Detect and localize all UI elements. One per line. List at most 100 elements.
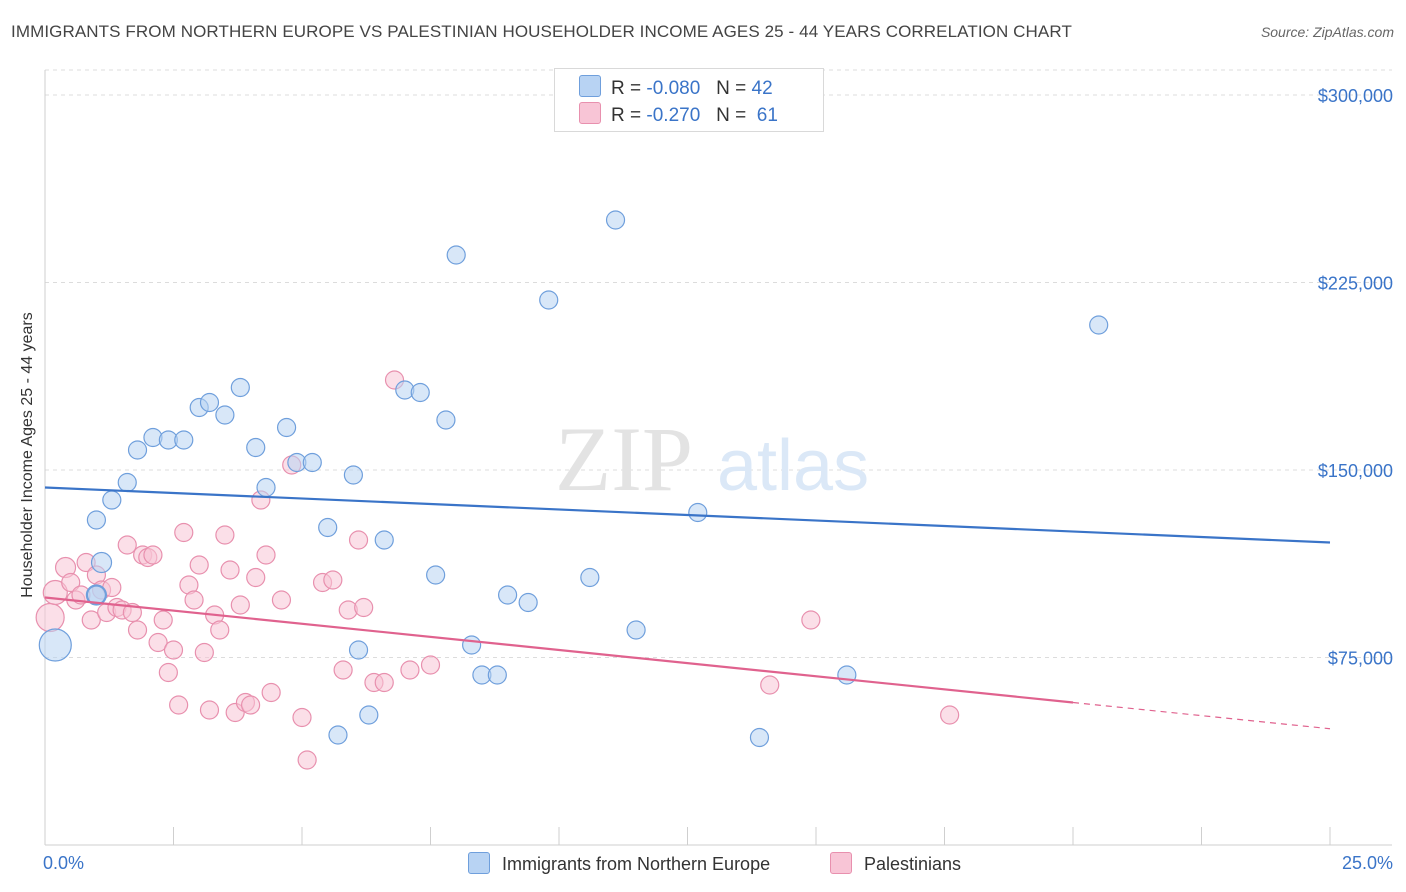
point-northern-europe <box>359 705 379 725</box>
legend-label: Immigrants from Northern Europe <box>502 854 771 874</box>
trend-lines <box>44 486 1331 730</box>
n-label: N = <box>716 78 747 99</box>
pink-swatch-icon <box>830 852 852 874</box>
point-palestinians <box>184 590 204 610</box>
point-northern-europe <box>462 635 482 655</box>
point-palestinians <box>174 522 194 543</box>
point-palestinians <box>256 545 276 565</box>
watermark: ZIP atlas <box>555 408 869 510</box>
point-palestinians <box>127 620 148 640</box>
point-northern-europe <box>605 210 626 230</box>
point-northern-europe <box>246 437 266 458</box>
trend-line-palestinians <box>44 596 1074 704</box>
point-palestinians <box>122 602 142 623</box>
point-northern-europe <box>426 565 446 585</box>
point-palestinians <box>61 572 81 593</box>
point-palestinians <box>271 590 292 610</box>
r-value: -0.080 <box>646 78 701 99</box>
point-palestinians <box>400 660 420 680</box>
point-northern-europe <box>580 567 600 588</box>
x-tick-labels: 0.0% 25.0% <box>43 853 1393 873</box>
point-northern-europe <box>86 585 107 605</box>
stats-row-northern-europe: R = -0.080 N = 42 <box>579 75 773 99</box>
point-northern-europe <box>86 510 107 530</box>
x-tick-label: 0.0% <box>43 853 84 873</box>
point-palestinians <box>143 545 163 565</box>
point-palestinians <box>348 530 369 550</box>
point-palestinians <box>261 682 281 703</box>
point-northern-europe <box>688 502 708 523</box>
pink-swatch-icon <box>579 102 601 124</box>
point-northern-europe <box>446 245 466 265</box>
point-palestinians <box>153 610 173 630</box>
point-palestinians <box>215 525 235 545</box>
point-northern-europe <box>256 477 276 498</box>
y-tick-label: $75,000 <box>1328 649 1393 669</box>
y-tick-label: $300,000 <box>1318 86 1393 106</box>
point-northern-europe <box>174 430 194 450</box>
point-palestinians <box>81 610 101 630</box>
point-palestinians <box>194 642 214 663</box>
point-palestinians <box>940 705 960 725</box>
y-tick-labels: $75,000 $150,000 $225,000 $300,000 <box>1318 86 1393 669</box>
point-northern-europe <box>374 530 394 550</box>
stats-row-palestinians: R = -0.270 N = 61 <box>579 102 778 126</box>
r-label: R = <box>611 105 642 126</box>
source-note: Source: ZipAtlas.com <box>1260 24 1394 40</box>
point-palestinians <box>35 602 65 633</box>
point-northern-europe <box>215 405 235 425</box>
point-northern-europe <box>410 382 430 403</box>
point-northern-europe <box>518 592 538 613</box>
n-label: N = <box>716 105 747 126</box>
point-northern-europe <box>276 417 297 438</box>
point-palestinians <box>158 662 178 683</box>
legend-label: Palestinians <box>864 854 962 874</box>
axes <box>44 70 1392 846</box>
blue-swatch-icon <box>579 75 601 97</box>
y-axis-label: Householder Income Ages 25 - 44 years <box>19 312 36 598</box>
point-palestinians <box>292 707 312 728</box>
point-northern-europe <box>127 440 148 460</box>
point-northern-europe <box>348 640 369 660</box>
point-northern-europe <box>498 585 518 605</box>
point-northern-europe <box>318 517 338 538</box>
point-northern-europe <box>749 727 770 748</box>
series-northern-europe <box>38 210 1109 748</box>
point-palestinians <box>220 560 240 580</box>
point-northern-europe <box>837 665 857 685</box>
stats-legend: R = -0.080 N = 42 R = -0.270 N = 61 <box>554 68 824 132</box>
y-tick-label: $150,000 <box>1318 461 1393 481</box>
point-northern-europe <box>38 628 72 662</box>
point-palestinians <box>117 535 137 555</box>
y-tick-label: $225,000 <box>1318 274 1393 294</box>
point-palestinians <box>801 610 821 630</box>
point-northern-europe <box>539 290 559 310</box>
point-northern-europe <box>230 377 250 398</box>
point-palestinians <box>374 672 394 693</box>
r-value: -0.270 <box>646 105 701 126</box>
point-palestinians <box>246 567 266 588</box>
watermark-atlas: atlas <box>717 426 869 506</box>
point-palestinians <box>323 570 343 590</box>
trend-line-northern-europe <box>44 486 1331 544</box>
n-value: 42 <box>751 78 773 99</box>
point-northern-europe <box>328 725 348 745</box>
trend-extension-palestinians <box>1072 701 1331 730</box>
point-northern-europe <box>117 472 137 493</box>
gridlines <box>45 69 1392 658</box>
r-label: R = <box>611 78 642 99</box>
point-northern-europe <box>626 620 646 640</box>
point-palestinians <box>169 695 189 715</box>
point-palestinians <box>760 675 780 695</box>
point-palestinians <box>189 555 209 575</box>
chart-title: IMMIGRANTS FROM NORTHERN EUROPE VS PALES… <box>11 22 1072 41</box>
point-northern-europe <box>102 490 122 510</box>
point-northern-europe <box>1089 315 1109 335</box>
point-northern-europe <box>487 665 507 685</box>
point-palestinians <box>241 695 261 715</box>
point-palestinians <box>199 700 220 720</box>
blue-swatch-icon <box>468 852 490 874</box>
point-palestinians <box>163 640 184 660</box>
n-value: 61 <box>756 105 778 126</box>
